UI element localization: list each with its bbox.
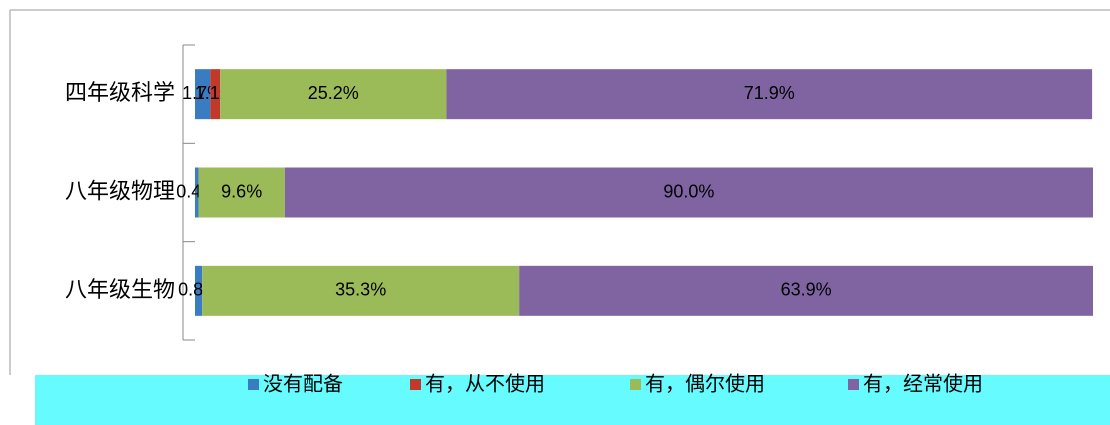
data-label: 9.6% xyxy=(221,181,262,201)
bar-segment xyxy=(220,69,447,120)
data-label: 63.9% xyxy=(781,280,832,300)
bar-segment xyxy=(198,167,285,218)
legend-label: 没有配备 xyxy=(263,372,343,396)
category-label: 八年级物理 xyxy=(65,180,175,205)
bar-segment xyxy=(195,167,199,218)
data-label: 90.0% xyxy=(663,181,714,201)
data-label: 71.9% xyxy=(744,83,795,103)
bar-segment xyxy=(284,167,1093,218)
bar-segment xyxy=(195,265,203,316)
legend-marker xyxy=(630,379,641,390)
legend-label: 有，偶尔使用 xyxy=(645,372,765,396)
bar-segment xyxy=(202,265,520,316)
legend-marker xyxy=(848,379,859,390)
legend-marker xyxy=(248,379,259,390)
bar-segment xyxy=(210,69,221,120)
category-label: 四年级科学 xyxy=(65,81,175,106)
legend-band xyxy=(35,375,1110,425)
legend-label: 有，经常使用 xyxy=(863,372,983,396)
legend-label: 有，从不使用 xyxy=(425,372,545,396)
legend-marker xyxy=(410,379,421,390)
data-label: 35.3% xyxy=(335,280,386,300)
bar-segment xyxy=(195,69,211,120)
bar-segment xyxy=(446,69,1093,120)
data-label: 25.2% xyxy=(308,83,359,103)
bar-segment xyxy=(519,265,1093,316)
category-label: 八年级生物 xyxy=(65,278,175,303)
